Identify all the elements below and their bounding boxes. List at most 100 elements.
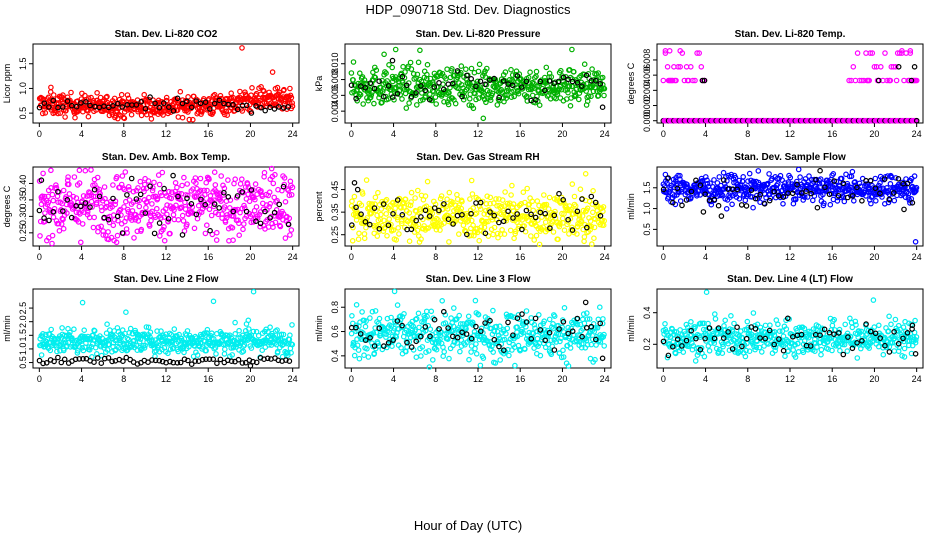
data-point xyxy=(720,177,727,183)
data-point xyxy=(731,337,738,344)
data-point xyxy=(490,307,496,314)
panel-title: Stan. Dev. Gas Stream RH xyxy=(416,152,539,163)
data-point xyxy=(491,224,498,231)
data-point xyxy=(50,197,57,204)
data-point xyxy=(427,326,434,333)
data-point xyxy=(283,357,289,363)
data-point xyxy=(261,88,267,95)
data-point xyxy=(243,102,250,109)
data-point xyxy=(427,333,433,340)
data-point xyxy=(49,191,56,198)
data-point xyxy=(771,332,778,338)
data-point xyxy=(671,328,678,335)
data-point xyxy=(501,336,508,343)
data-point xyxy=(509,217,516,224)
data-point xyxy=(355,236,362,243)
y-tick-label: 1.5 xyxy=(18,329,28,342)
data-point xyxy=(114,213,121,220)
data-point xyxy=(545,206,552,212)
data-point xyxy=(848,184,855,191)
data-point xyxy=(508,66,514,73)
data-point xyxy=(246,198,253,205)
data-point xyxy=(288,94,295,101)
data-point xyxy=(483,218,489,225)
data-point xyxy=(748,187,755,194)
data-point xyxy=(131,337,137,344)
data-point xyxy=(560,318,567,325)
data-point xyxy=(803,188,809,195)
data-point xyxy=(399,79,406,86)
data-point xyxy=(588,241,595,247)
data-point xyxy=(574,321,581,328)
data-point xyxy=(459,93,465,100)
data-point xyxy=(46,104,52,110)
data-point xyxy=(40,330,46,337)
data-point xyxy=(207,193,214,199)
data-point xyxy=(204,222,210,229)
data-point xyxy=(348,70,355,76)
data-point xyxy=(127,325,134,332)
data-point xyxy=(771,328,778,335)
data-point xyxy=(583,224,590,231)
data-point xyxy=(854,184,860,191)
data-point xyxy=(167,346,174,353)
data-point xyxy=(423,349,429,356)
data-point xyxy=(662,50,669,56)
data-point xyxy=(177,88,184,95)
data-point xyxy=(601,331,607,338)
data-point xyxy=(51,205,58,212)
data-point xyxy=(687,64,694,70)
data-point xyxy=(151,230,158,237)
data-point xyxy=(141,188,147,195)
data-point xyxy=(282,199,289,205)
data-point xyxy=(267,200,274,207)
data-point xyxy=(761,201,768,207)
data-point xyxy=(726,347,733,354)
data-point xyxy=(286,358,293,364)
data-point xyxy=(459,198,465,205)
data-point xyxy=(398,220,405,227)
data-point xyxy=(125,184,132,190)
data-point xyxy=(193,98,200,104)
data-point xyxy=(41,100,48,107)
data-point xyxy=(814,344,820,350)
data-point xyxy=(376,226,383,232)
data-point xyxy=(482,230,489,237)
y-tick-label: 0.45 xyxy=(330,181,340,199)
x-tick-label: 4 xyxy=(79,252,84,262)
y-axis-label: ml/min xyxy=(626,193,636,220)
data-point xyxy=(663,189,670,196)
x-tick-label: 0 xyxy=(661,374,666,384)
data-point xyxy=(660,77,667,84)
data-point xyxy=(164,211,170,218)
data-point xyxy=(51,358,57,365)
data-point xyxy=(210,298,217,305)
data-point xyxy=(364,345,370,352)
data-point xyxy=(262,208,268,215)
data-point xyxy=(665,175,672,181)
data-point xyxy=(170,172,176,179)
data-point xyxy=(249,85,255,91)
data-point xyxy=(913,184,920,191)
data-point xyxy=(207,227,213,234)
data-point xyxy=(214,360,220,367)
data-point xyxy=(859,198,865,204)
data-point xyxy=(399,96,405,102)
data-point xyxy=(240,189,246,196)
data-point xyxy=(795,166,802,173)
data-point xyxy=(573,92,579,99)
x-tick-label: 0 xyxy=(37,374,42,384)
data-point xyxy=(477,206,484,212)
data-point xyxy=(514,211,521,217)
data-point xyxy=(408,199,414,205)
data-point xyxy=(261,169,268,176)
data-point xyxy=(482,81,489,88)
data-point xyxy=(557,95,564,101)
data-point xyxy=(356,230,362,237)
data-point xyxy=(36,357,43,364)
data-point xyxy=(180,218,187,224)
x-tick-label: 8 xyxy=(745,129,750,139)
data-point xyxy=(546,316,553,323)
data-point xyxy=(179,100,186,107)
